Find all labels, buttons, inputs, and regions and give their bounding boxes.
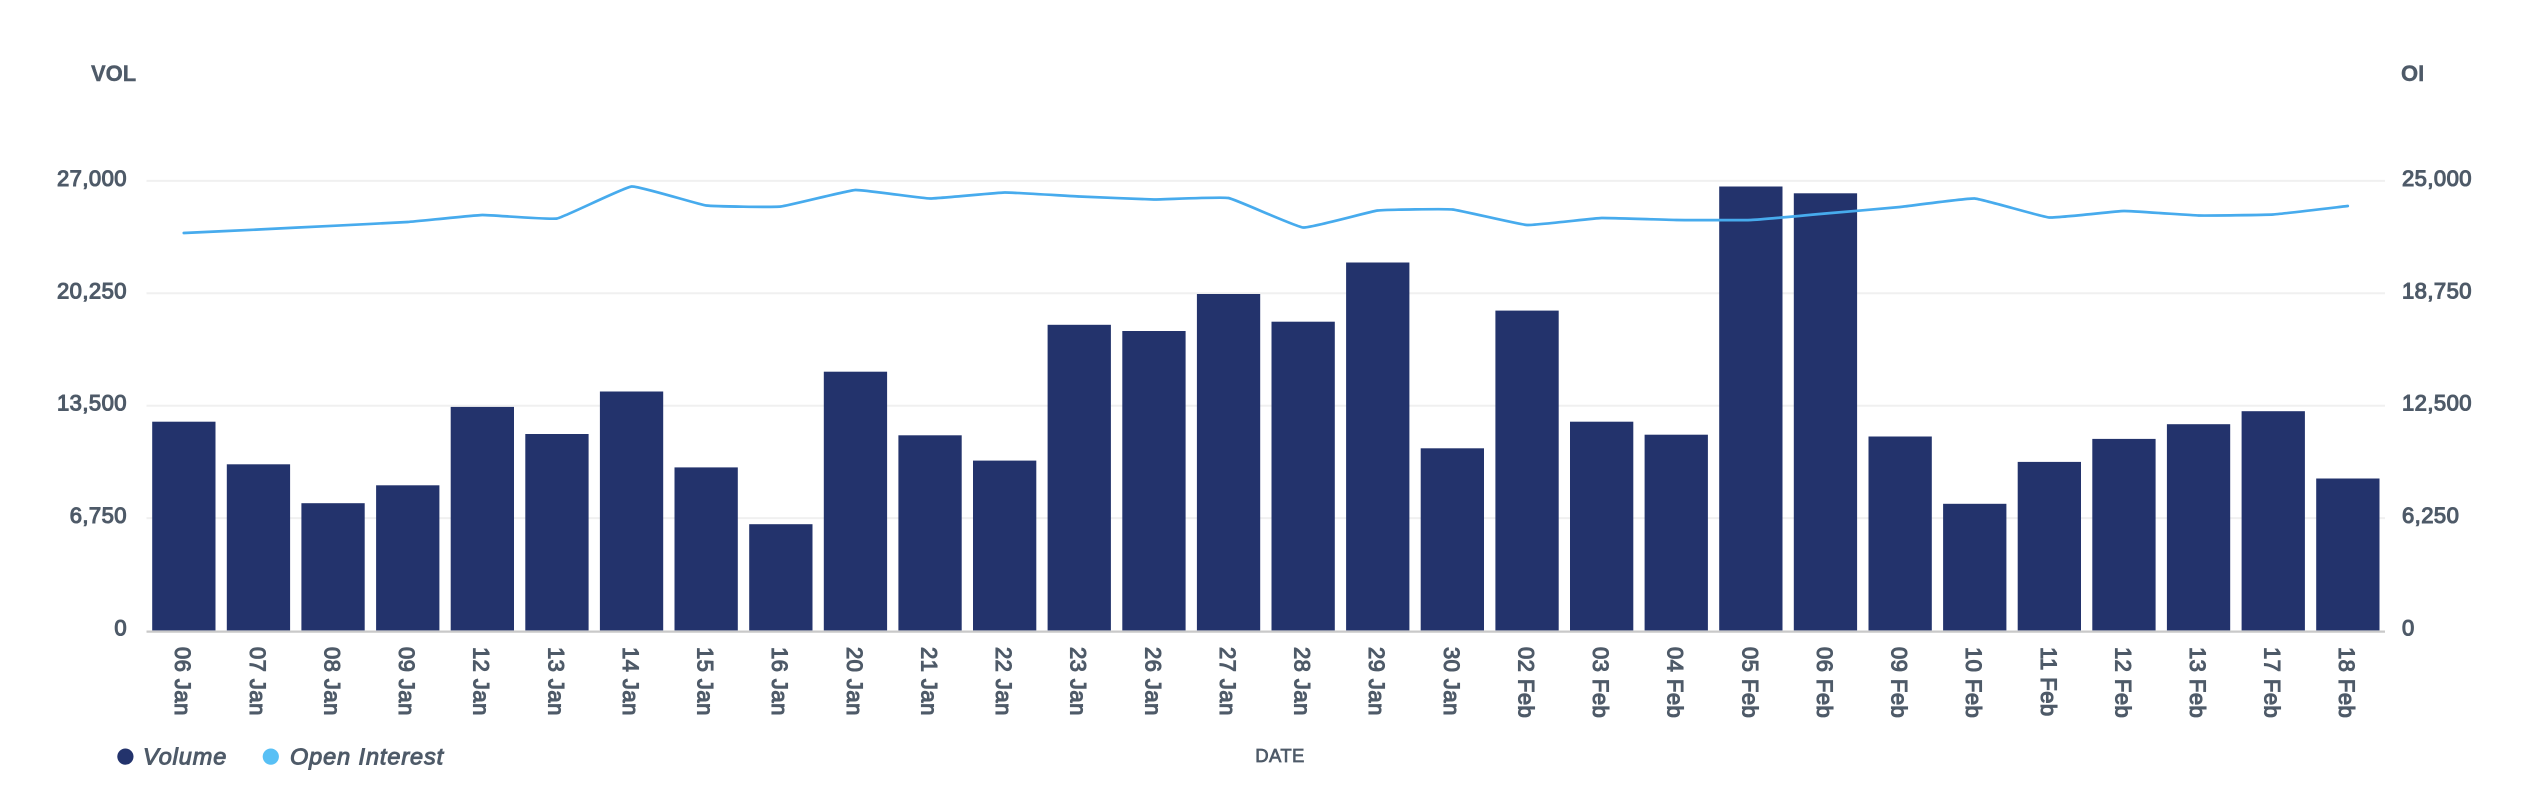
svg-text:20,250: 20,250 xyxy=(57,278,127,303)
svg-text:02 Feb: 02 Feb xyxy=(1513,647,1538,718)
svg-text:23 Jan: 23 Jan xyxy=(1066,647,1091,716)
svg-text:30 Jan: 30 Jan xyxy=(1439,647,1464,716)
svg-text:Open Interest: Open Interest xyxy=(290,744,445,770)
svg-text:12 Feb: 12 Feb xyxy=(2110,647,2135,718)
svg-text:09 Feb: 09 Feb xyxy=(1887,647,1912,718)
svg-text:06 Feb: 06 Feb xyxy=(1812,647,1837,718)
svg-text:09 Jan: 09 Jan xyxy=(394,647,419,716)
svg-text:17 Feb: 17 Feb xyxy=(2260,647,2285,718)
svg-text:OI: OI xyxy=(2401,61,2424,86)
svg-text:16 Jan: 16 Jan xyxy=(767,647,792,716)
svg-text:10 Feb: 10 Feb xyxy=(1961,647,1986,718)
svg-text:05 Feb: 05 Feb xyxy=(1737,647,1762,718)
svg-text:27,000: 27,000 xyxy=(57,166,127,191)
svg-text:21 Jan: 21 Jan xyxy=(917,647,942,716)
svg-text:06 Jan: 06 Jan xyxy=(170,647,195,716)
svg-text:18 Feb: 18 Feb xyxy=(2334,647,2359,718)
svg-text:04 Feb: 04 Feb xyxy=(1663,647,1688,718)
svg-text:08 Jan: 08 Jan xyxy=(320,647,345,716)
svg-text:0: 0 xyxy=(2402,616,2415,641)
svg-text:Volume: Volume xyxy=(143,744,227,770)
svg-text:13,500: 13,500 xyxy=(57,391,127,416)
svg-text:07 Jan: 07 Jan xyxy=(245,647,270,716)
svg-text:25,000: 25,000 xyxy=(2402,166,2472,191)
svg-text:14 Jan: 14 Jan xyxy=(618,647,643,716)
svg-text:18,750: 18,750 xyxy=(2402,278,2472,303)
svg-text:27 Jan: 27 Jan xyxy=(1215,647,1240,716)
svg-text:DATE: DATE xyxy=(1255,745,1305,766)
svg-text:11 Feb: 11 Feb xyxy=(2036,647,2061,717)
svg-text:26 Jan: 26 Jan xyxy=(1140,647,1165,716)
svg-text:22 Jan: 22 Jan xyxy=(991,647,1016,716)
svg-text:6,750: 6,750 xyxy=(70,503,127,528)
svg-text:12,500: 12,500 xyxy=(2402,391,2472,416)
svg-text:13 Feb: 13 Feb xyxy=(2185,647,2210,718)
svg-text:15 Jan: 15 Jan xyxy=(693,647,718,716)
svg-text:20 Jan: 20 Jan xyxy=(842,647,867,716)
svg-text:0: 0 xyxy=(114,616,127,641)
svg-text:6,250: 6,250 xyxy=(2402,503,2459,528)
svg-text:28 Jan: 28 Jan xyxy=(1290,647,1315,716)
svg-text:VOL: VOL xyxy=(91,61,136,86)
svg-text:13 Jan: 13 Jan xyxy=(543,647,568,716)
svg-text:03 Feb: 03 Feb xyxy=(1588,647,1613,718)
svg-text:12 Jan: 12 Jan xyxy=(469,647,494,716)
svg-text:29 Jan: 29 Jan xyxy=(1364,647,1389,716)
